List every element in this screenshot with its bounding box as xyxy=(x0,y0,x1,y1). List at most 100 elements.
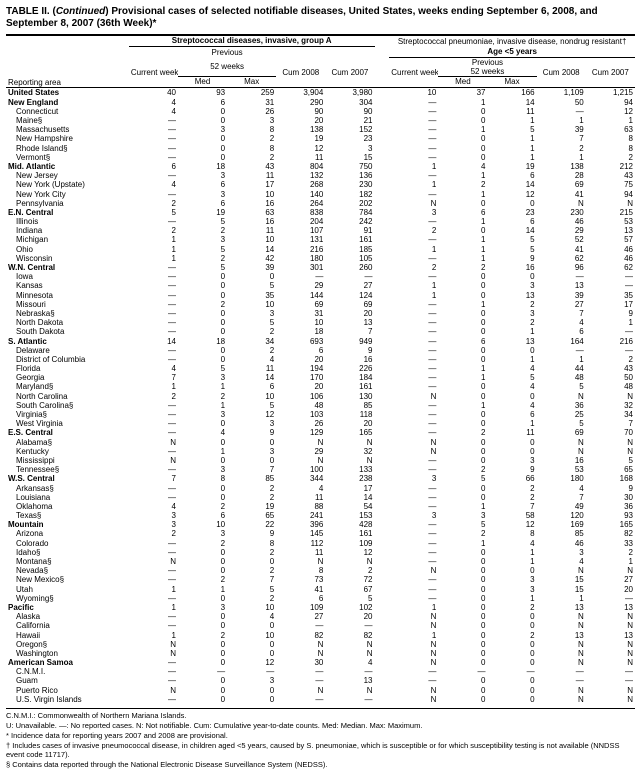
data-cell: — xyxy=(129,125,178,134)
area-cell: Delaware xyxy=(6,346,129,355)
table-row: Iowa—00———00—— xyxy=(6,272,635,281)
data-cell: 46 xyxy=(537,539,586,548)
data-cell: 3 xyxy=(178,529,227,538)
data-cell: 784 xyxy=(325,208,374,217)
data-cell: 46 xyxy=(537,217,586,226)
data-cell: 82 xyxy=(586,529,635,538)
data-cell: — xyxy=(129,667,178,676)
data-cell: 14 xyxy=(487,226,536,235)
gap xyxy=(375,603,390,612)
data-cell: 0 xyxy=(438,346,487,355)
table-row: Arizona239145161—288582 xyxy=(6,529,635,538)
data-cell: 1 xyxy=(537,153,586,162)
data-cell: 0 xyxy=(178,107,227,116)
area-cell: Nebraska§ xyxy=(6,309,129,318)
data-cell: 58 xyxy=(487,511,536,520)
data-cell: — xyxy=(389,107,438,116)
area-cell: Ohio xyxy=(6,245,129,254)
data-cell: 0 xyxy=(438,291,487,300)
gap xyxy=(375,35,390,47)
data-cell: — xyxy=(129,566,178,575)
gap xyxy=(375,410,390,419)
data-cell: 1 xyxy=(438,125,487,134)
area-cell: Rhode Island§ xyxy=(6,144,129,153)
area-cell: C.N.M.I. xyxy=(6,667,129,676)
data-cell: 13 xyxy=(537,603,586,612)
gap xyxy=(375,318,390,327)
data-cell: — xyxy=(129,410,178,419)
data-cell: 0 xyxy=(178,346,227,355)
hdr-disease2b: Age <5 years xyxy=(389,47,635,58)
data-cell: N xyxy=(276,686,325,695)
data-cell: 17 xyxy=(586,300,635,309)
data-cell: 73 xyxy=(276,575,325,584)
data-cell: N xyxy=(586,392,635,401)
data-cell: — xyxy=(389,272,438,281)
area-cell: Wisconsin xyxy=(6,254,129,263)
data-cell: 2 xyxy=(227,493,276,502)
data-cell: N xyxy=(537,447,586,456)
data-cell: — xyxy=(389,428,438,437)
data-cell: 2 xyxy=(227,153,276,162)
data-cell: — xyxy=(389,217,438,226)
table-row: Guam—03—13—00—— xyxy=(6,676,635,685)
data-cell: 12 xyxy=(227,658,276,667)
data-cell: 129 xyxy=(276,428,325,437)
data-cell: N xyxy=(389,695,438,704)
data-cell: 1 xyxy=(389,180,438,189)
table-row: Connecticut40269090—011—12 xyxy=(6,107,635,116)
data-cell: 2 xyxy=(438,465,487,474)
data-cell: 0 xyxy=(178,649,227,658)
gap xyxy=(375,125,390,134)
data-cell: 1 xyxy=(389,281,438,290)
data-cell: 170 xyxy=(276,373,325,382)
data-cell: N xyxy=(537,566,586,575)
data-cell: 13 xyxy=(586,226,635,235)
gap xyxy=(375,190,390,199)
area-cell: Oregon§ xyxy=(6,640,129,649)
data-cell: N xyxy=(586,438,635,447)
data-cell: 1,109 xyxy=(537,88,586,98)
data-cell: 1 xyxy=(438,98,487,107)
data-cell: — xyxy=(389,364,438,373)
data-cell: 69 xyxy=(325,300,374,309)
gap xyxy=(375,529,390,538)
data-cell: N xyxy=(537,649,586,658)
area-cell: Oklahoma xyxy=(6,502,129,511)
data-cell: 48 xyxy=(276,401,325,410)
gap xyxy=(375,631,390,640)
data-cell: 5 xyxy=(586,456,635,465)
data-cell: 35 xyxy=(227,291,276,300)
data-cell: 1 xyxy=(129,585,178,594)
data-cell: 0 xyxy=(438,199,487,208)
area-cell: Vermont§ xyxy=(6,153,129,162)
data-cell: 3,980 xyxy=(325,88,374,98)
data-cell: 9 xyxy=(586,309,635,318)
data-cell: 103 xyxy=(276,410,325,419)
hdr-c07-1: Cum 2007 xyxy=(325,47,374,77)
data-cell: — xyxy=(389,419,438,428)
gap xyxy=(375,502,390,511)
data-cell: — xyxy=(389,355,438,364)
hdr-c08-1: Cum 2008 xyxy=(276,47,325,77)
data-cell: — xyxy=(586,272,635,281)
table-body: United States40932593,9043,98010371661,1… xyxy=(6,88,635,704)
data-cell: 2 xyxy=(227,346,276,355)
data-cell: — xyxy=(389,134,438,143)
area-cell: Georgia xyxy=(6,373,129,382)
gap xyxy=(375,401,390,410)
data-cell: 3 xyxy=(178,373,227,382)
data-cell: 168 xyxy=(586,474,635,483)
data-cell: 6 xyxy=(438,337,487,346)
gap xyxy=(537,77,586,88)
data-cell: 2 xyxy=(586,548,635,557)
table-row: Ohio15142161851154146 xyxy=(6,245,635,254)
data-cell: — xyxy=(129,190,178,199)
data-cell: 8 xyxy=(178,474,227,483)
data-cell: — xyxy=(129,401,178,410)
data-cell: — xyxy=(325,621,374,630)
table-row: Maine§—032021—0111 xyxy=(6,116,635,125)
data-cell: 204 xyxy=(276,217,325,226)
data-cell: 3 xyxy=(227,447,276,456)
table-row: S. Atlantic141834693949—613164216 xyxy=(6,337,635,346)
